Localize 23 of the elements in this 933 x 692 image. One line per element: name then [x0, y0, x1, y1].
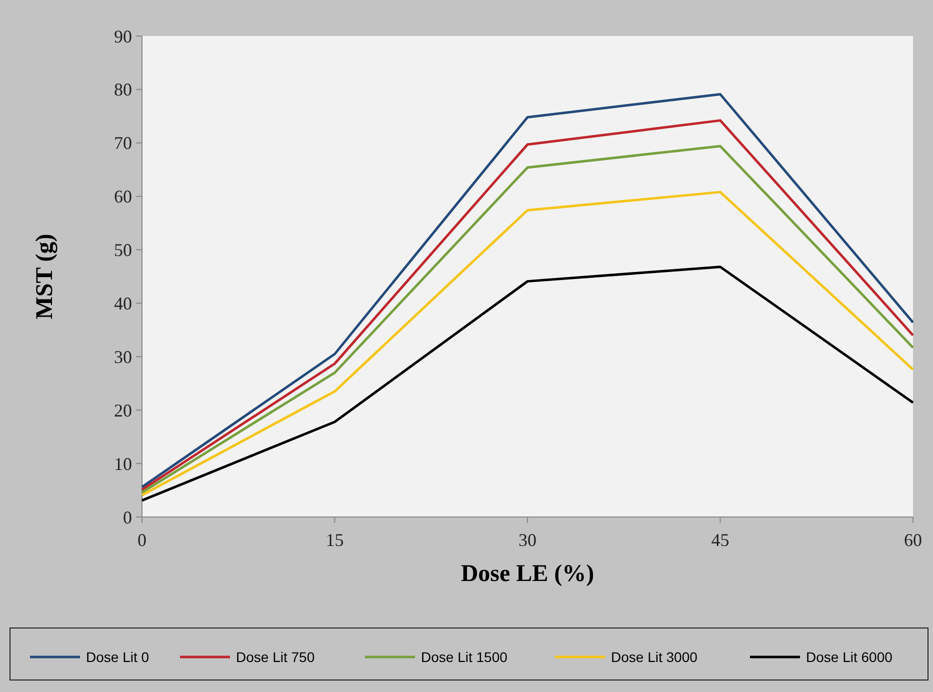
legend-label: Dose Lit 0 [86, 648, 150, 665]
x-tick-label: 60 [904, 530, 922, 550]
x-tick-label: 45 [711, 530, 730, 550]
y-tick-label: 50 [114, 240, 132, 260]
line-series [140, 266, 914, 502]
y-tick-label: 70 [114, 133, 132, 154]
y-axis-title: MST (g) [32, 234, 58, 320]
y-tick-label: 40 [114, 294, 132, 314]
x-axis-title: Dose LE (%) [460, 561, 594, 587]
y-tick-label: 10 [114, 454, 132, 474]
y-tick-label: 30 [114, 346, 132, 367]
y-tick-label: 80 [114, 80, 132, 100]
legend-label: Dose Lit 3000 [611, 648, 698, 665]
x-tick-label: 0 [138, 530, 146, 550]
x-tick-label: 30 [518, 530, 536, 550]
legend-label: Dose Lit 6000 [806, 648, 893, 665]
y-tick-label: 90 [114, 26, 132, 46]
legend-label: Dose Lit 750 [236, 648, 315, 665]
legend-label: Dose Lit 1500 [421, 648, 508, 665]
y-tick-label: 0 [123, 507, 132, 528]
y-tick-label: 20 [114, 400, 132, 420]
y-tick-label: 60 [114, 186, 132, 207]
x-tick-label: 15 [326, 530, 344, 550]
